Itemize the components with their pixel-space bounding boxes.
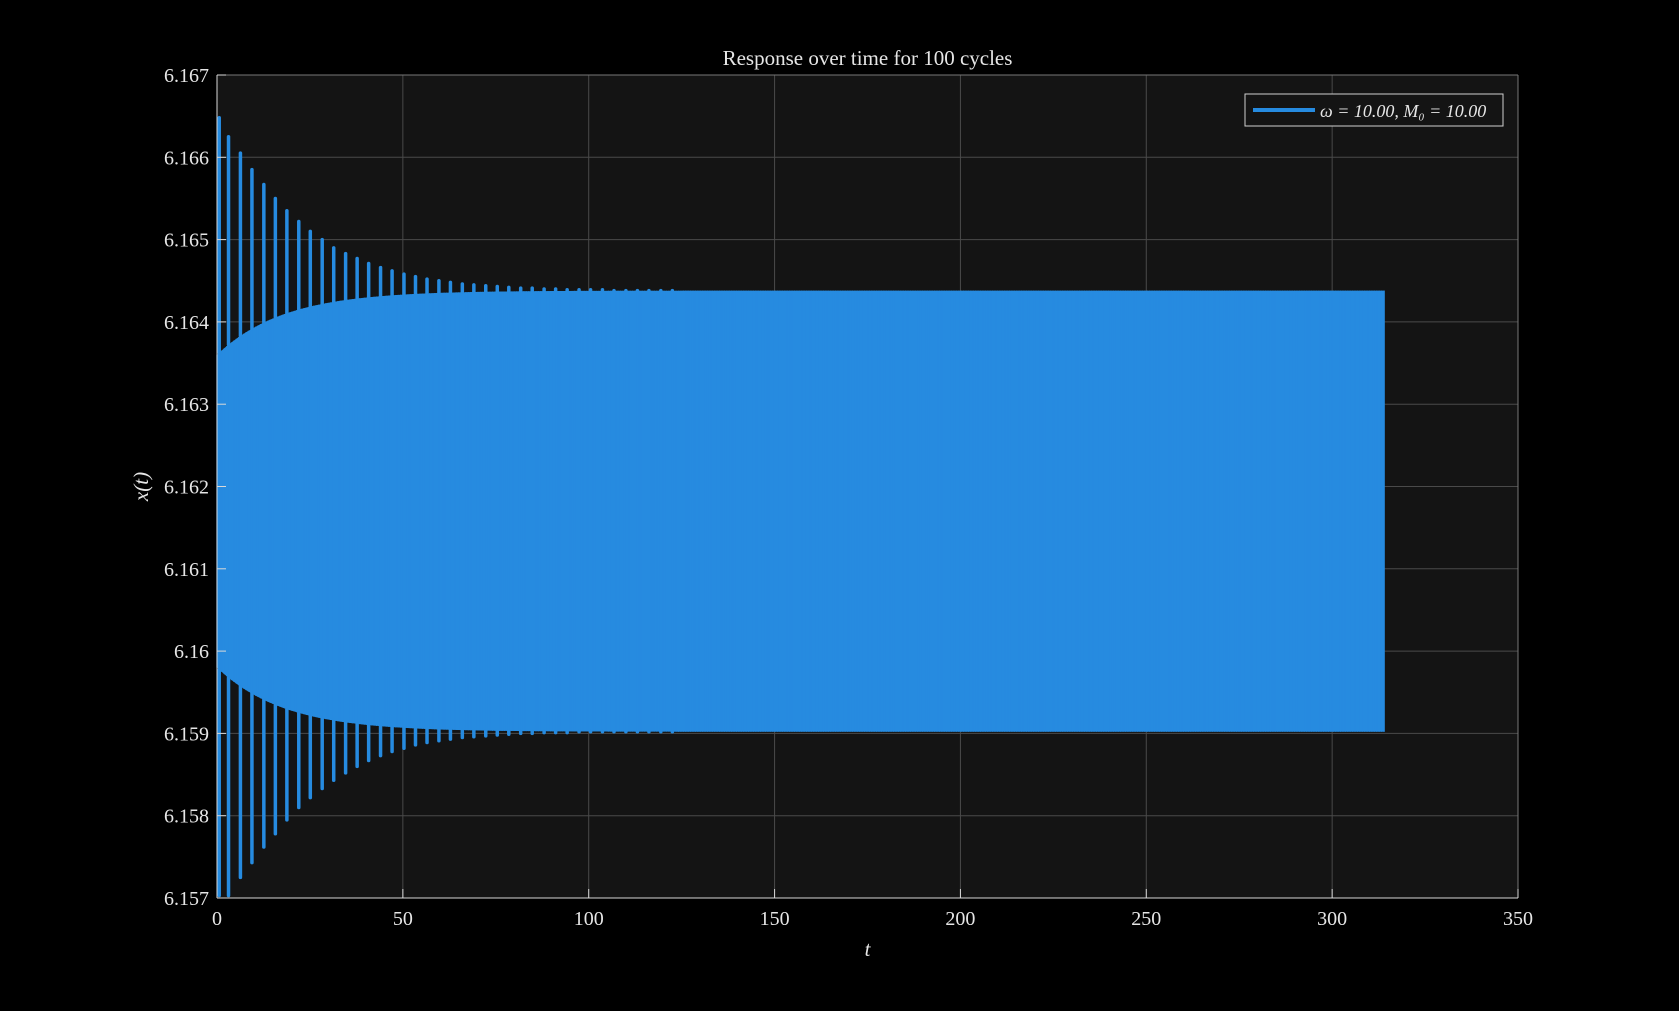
y-tick-label: 6.161: [164, 559, 209, 581]
y-tick-label: 6.16: [174, 641, 209, 663]
legend-entry-label: ω = 10.00, M₀ = 10.00: [1320, 101, 1486, 121]
y-tick-label: 6.167: [164, 65, 209, 87]
x-tick-label: 250: [1131, 908, 1161, 930]
legend-box: [1244, 93, 1504, 127]
x-tick-label: 200: [945, 908, 975, 930]
chart-title: Response over time for 100 cycles: [723, 46, 1013, 70]
y-tick-label: 6.163: [164, 394, 209, 416]
x-tick-label: 300: [1317, 908, 1347, 930]
x-tick-label: 0: [212, 908, 222, 930]
axes: [216, 74, 1519, 899]
x-tick-label: 350: [1503, 908, 1533, 930]
y-tick-label: 6.159: [164, 723, 209, 745]
y-tick-label: 6.164: [164, 312, 209, 334]
y-tick-label: 6.162: [164, 477, 209, 499]
x-tick-label: 150: [760, 908, 790, 930]
y-tick-label: 6.157: [164, 888, 209, 910]
y-tick-label: 6.158: [164, 806, 209, 828]
x-axis-label: t: [865, 937, 872, 961]
data-series: [216, 116, 1385, 898]
tick-labels: 0 50 100 150 200 250 300 350 6.157 6.158 6.159 6.16…: [164, 65, 1533, 930]
legend: ω = 10.00, M₀ = 10.00: [1244, 93, 1504, 127]
x-tick-label: 50: [393, 908, 413, 930]
y-tick-label: 6.166: [164, 147, 209, 169]
x-tick-label: 100: [574, 908, 604, 930]
y-axis-label: x(t): [129, 472, 153, 502]
y-tick-label: 6.165: [164, 230, 209, 252]
